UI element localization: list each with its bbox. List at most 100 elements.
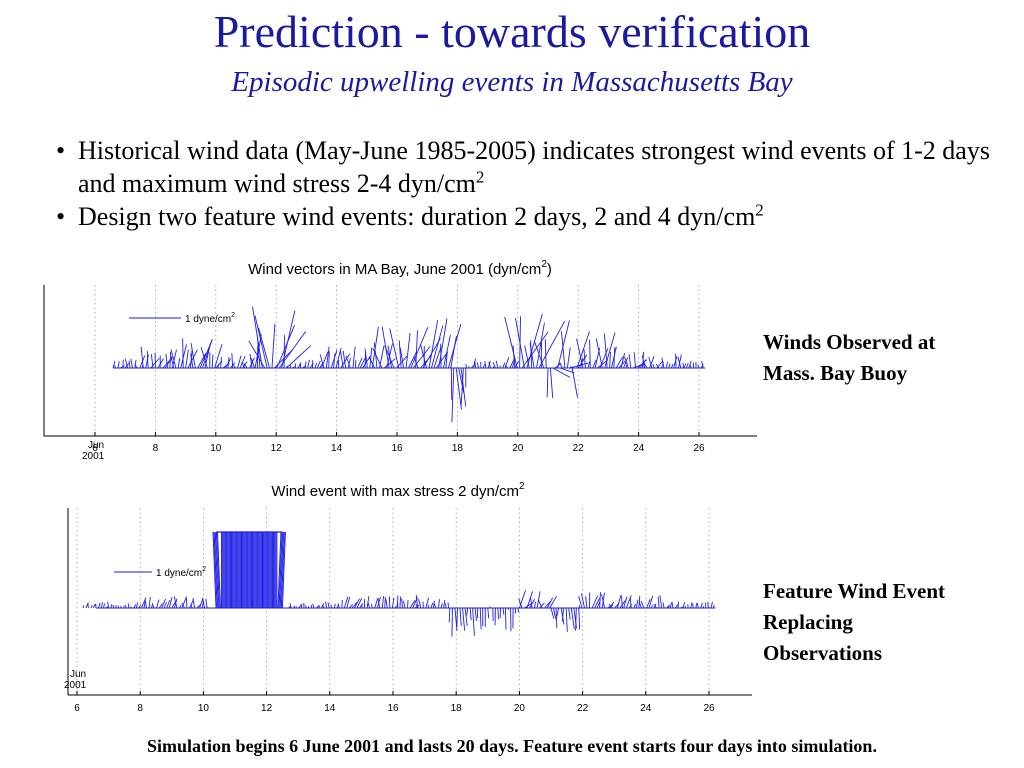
chart-top-vector: [145, 354, 149, 369]
chart-bottom-vector: [667, 605, 671, 609]
chart-bottom-vector: [447, 602, 450, 609]
chart-top-vector: [124, 358, 129, 369]
bullet-superscript: 2: [475, 167, 485, 187]
chart-bottom-vector: [456, 607, 458, 627]
chart-top-vector: [455, 367, 462, 410]
chart-bottom-vector: [518, 589, 527, 609]
chart-top-vector: [345, 355, 351, 369]
chart-top-vector: [530, 340, 533, 369]
chart-bottom-vector: [539, 602, 545, 609]
chart-top-vector: [316, 360, 321, 369]
chart-bottom-vector: [346, 596, 351, 609]
chart-top-vector: [623, 357, 629, 369]
chart-top-vector: [389, 328, 400, 369]
chart-top-vector: [538, 320, 566, 369]
chart-bottom-tick-label: 16: [387, 703, 399, 714]
chart-top-vector: [352, 346, 356, 369]
chart-bottom-tick-label: 26: [703, 703, 715, 714]
chart-top-vector: [249, 353, 253, 369]
chart-top-vector: [443, 334, 451, 369]
chart-bottom-vector: [135, 602, 139, 609]
chart-top-vector: [372, 348, 383, 369]
chart-bottom-vector: [675, 604, 679, 609]
chart-bottom-vector: [190, 604, 193, 609]
chart-bottom-vector: [401, 598, 403, 609]
chart-bottom-vector: [594, 597, 600, 609]
chart-bottom-tick-label: 6: [74, 703, 80, 714]
chart-top-vector: [504, 357, 510, 369]
bullet-superscript: 2: [755, 200, 764, 220]
chart-bottom-date-year: 2001: [64, 680, 87, 691]
chart-bottom-vector: [343, 596, 349, 609]
chart-bottom-vector: [466, 607, 469, 616]
side-label-feature: Feature Wind Event Replacing Observation…: [763, 576, 945, 669]
chart-top-vector: [589, 339, 591, 369]
chart-bottom-vector: [293, 605, 296, 609]
chart-bottom-vector: [178, 604, 182, 609]
chart-bottom-vector: [391, 597, 395, 609]
chart-top-vector: [251, 358, 255, 369]
chart-bottom-vector: [356, 597, 363, 609]
chart-bottom-vector: [489, 606, 491, 609]
chart-bottom-vector: [710, 601, 713, 609]
chart-bottom-vector: [166, 599, 171, 609]
chart-top-vector: [649, 356, 655, 369]
chart-top-vector: [571, 367, 578, 398]
side-label-line: Replacing: [763, 610, 853, 634]
chart-top-vector: [673, 356, 678, 369]
chart-bottom-vector: [158, 603, 163, 609]
chart-bottom-vector: [454, 607, 458, 631]
chart-top-vector: [190, 353, 194, 369]
chart-top-vector: [492, 362, 496, 369]
bullet-text: Design two feature wind events: duration…: [78, 202, 756, 231]
chart-bottom-vector: [599, 592, 601, 609]
chart-top-vector: [529, 343, 535, 369]
chart-bottom-tick-label: 14: [324, 703, 336, 714]
chart-top-vector: [252, 306, 263, 369]
chart-top-vector: [232, 363, 236, 369]
chart-top-vector: [688, 360, 692, 369]
chart-top-vector: [628, 354, 632, 369]
chart-top-vector: [536, 322, 545, 369]
chart-bottom-vector: [130, 606, 132, 609]
chart-top-vector: [445, 352, 448, 369]
chart-bottom-vector: [93, 603, 96, 609]
chart-top-vector: [435, 351, 449, 369]
chart-bottom-vector: [601, 593, 606, 609]
chart-top-scale-label: 1 dyne/cm2: [185, 312, 235, 325]
chart-bottom-vector: [168, 597, 173, 609]
chart-top-vector: [633, 352, 637, 369]
chart-top-vector: [271, 323, 276, 369]
chart-bottom-vector: [298, 604, 302, 609]
chart-top-title-suffix: ): [547, 261, 552, 278]
chart-top-vector: [495, 360, 499, 369]
chart-top-vector: [504, 364, 508, 369]
chart-bottom-vector: [384, 596, 386, 609]
chart-bottom-vector: [438, 599, 440, 609]
chart-top-vector: [227, 357, 230, 369]
chart-top-vector: [368, 357, 376, 369]
chart-bottom-vector: [578, 595, 583, 609]
chart-top-vector: [438, 318, 448, 369]
chart-top-vector: [615, 356, 624, 369]
chart-bottom-tick-label: 20: [514, 703, 526, 714]
chart-top-vector: [180, 344, 187, 369]
chart-bottom-vector: [690, 602, 693, 609]
chart-bottom-vector: [459, 607, 462, 626]
chart-top-vector: [460, 367, 467, 407]
chart-top-vector: [314, 362, 318, 369]
chart-top-vector: [241, 362, 246, 369]
chart-bottom-vector: [497, 607, 499, 620]
chart-bottom-vector: [399, 596, 402, 609]
chart-bottom-title-sup: 2: [519, 481, 525, 492]
side-label-line: Observations: [763, 641, 883, 665]
chart-top-vector: [484, 361, 487, 369]
chart-top-vector: [670, 363, 674, 369]
chart-top-vector: [258, 327, 270, 369]
chart-bottom-vector: [621, 595, 623, 609]
chart-bottom-tick-label: 8: [137, 703, 143, 714]
chart-top-vector: [620, 352, 626, 369]
chart-bottom-feature-vector: [279, 531, 284, 609]
chart-bottom-vector: [117, 605, 120, 609]
chart-top-vector: [641, 355, 646, 369]
